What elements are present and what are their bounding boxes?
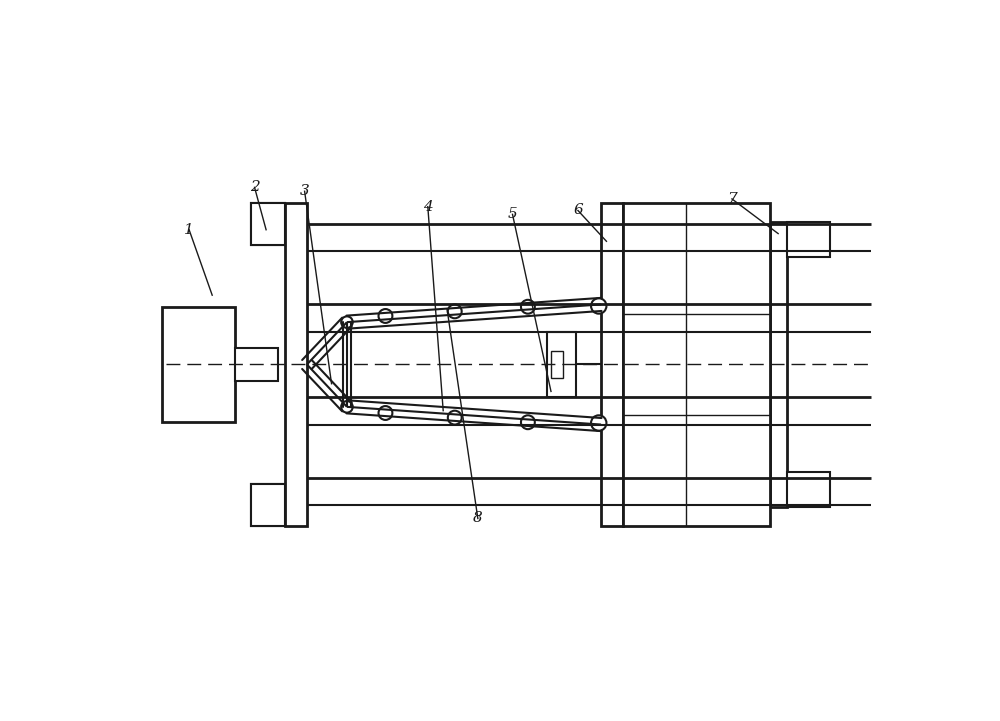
- Circle shape: [521, 415, 535, 429]
- Bar: [162, 306, 235, 423]
- Text: 6: 6: [573, 203, 583, 218]
- Bar: [623, 203, 770, 526]
- Circle shape: [591, 298, 606, 314]
- Circle shape: [341, 401, 353, 412]
- Text: 1: 1: [184, 223, 194, 236]
- Text: 7: 7: [727, 192, 737, 206]
- Bar: [551, 350, 563, 379]
- Bar: [251, 484, 285, 526]
- Circle shape: [379, 309, 392, 323]
- Bar: [285, 203, 307, 526]
- Circle shape: [341, 317, 353, 328]
- Text: 4: 4: [423, 200, 433, 213]
- Bar: [547, 332, 576, 397]
- Circle shape: [591, 415, 606, 430]
- Bar: [601, 203, 623, 526]
- Circle shape: [448, 304, 462, 318]
- Bar: [251, 484, 285, 526]
- Circle shape: [521, 300, 535, 314]
- Bar: [251, 203, 285, 245]
- Bar: [787, 472, 830, 507]
- Text: 5: 5: [508, 208, 517, 221]
- Bar: [770, 222, 787, 507]
- Bar: [787, 222, 830, 257]
- Circle shape: [379, 406, 392, 420]
- Bar: [235, 348, 278, 381]
- Text: 3: 3: [300, 185, 309, 198]
- Circle shape: [448, 411, 462, 425]
- Text: 8: 8: [473, 511, 483, 526]
- Text: 2: 2: [250, 180, 259, 195]
- Bar: [251, 203, 285, 245]
